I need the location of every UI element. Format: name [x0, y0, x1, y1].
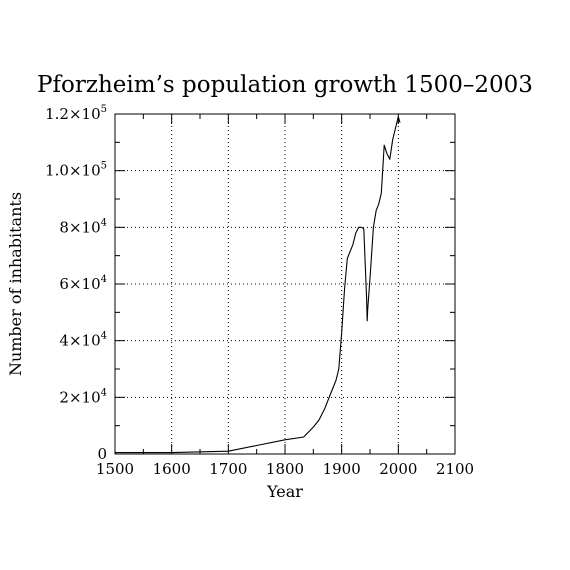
y-tick-label: 1.2×105 [45, 104, 107, 123]
x-tick-label: 1700 [209, 460, 247, 478]
y-tick-label: 6×104 [59, 274, 107, 293]
grid [115, 114, 455, 454]
x-tick-labels: 1500 1600 1700 1800 1900 2000 2100 [96, 460, 474, 478]
y-tick-label: 8×104 [59, 217, 107, 236]
x-tick-label: 1800 [266, 460, 304, 478]
y-tick-label: 0 [97, 445, 107, 463]
x-tick-label: 1600 [153, 460, 191, 478]
plot-frame [114, 113, 456, 455]
y-tick-label: 2×104 [59, 387, 107, 406]
population-line [115, 116, 401, 454]
x-tick-label: 1500 [96, 460, 134, 478]
y-tick-label: 4×104 [59, 331, 107, 350]
x-tick-label: 1900 [323, 460, 361, 478]
x-axis-label: Year [266, 482, 303, 501]
y-tick-labels: 0 2×104 4×104 6×104 8×104 1.0×105 1.2×105 [45, 104, 107, 463]
y-tick-label: 1.0×105 [45, 161, 107, 180]
x-tick-label: 2100 [436, 460, 474, 478]
y-axis-label: Number of inhabitants [6, 192, 25, 376]
x-tick-label: 2000 [379, 460, 417, 478]
series [115, 116, 401, 454]
chart-title: Pforzheim’s population growth 1500–2003 [37, 72, 533, 98]
